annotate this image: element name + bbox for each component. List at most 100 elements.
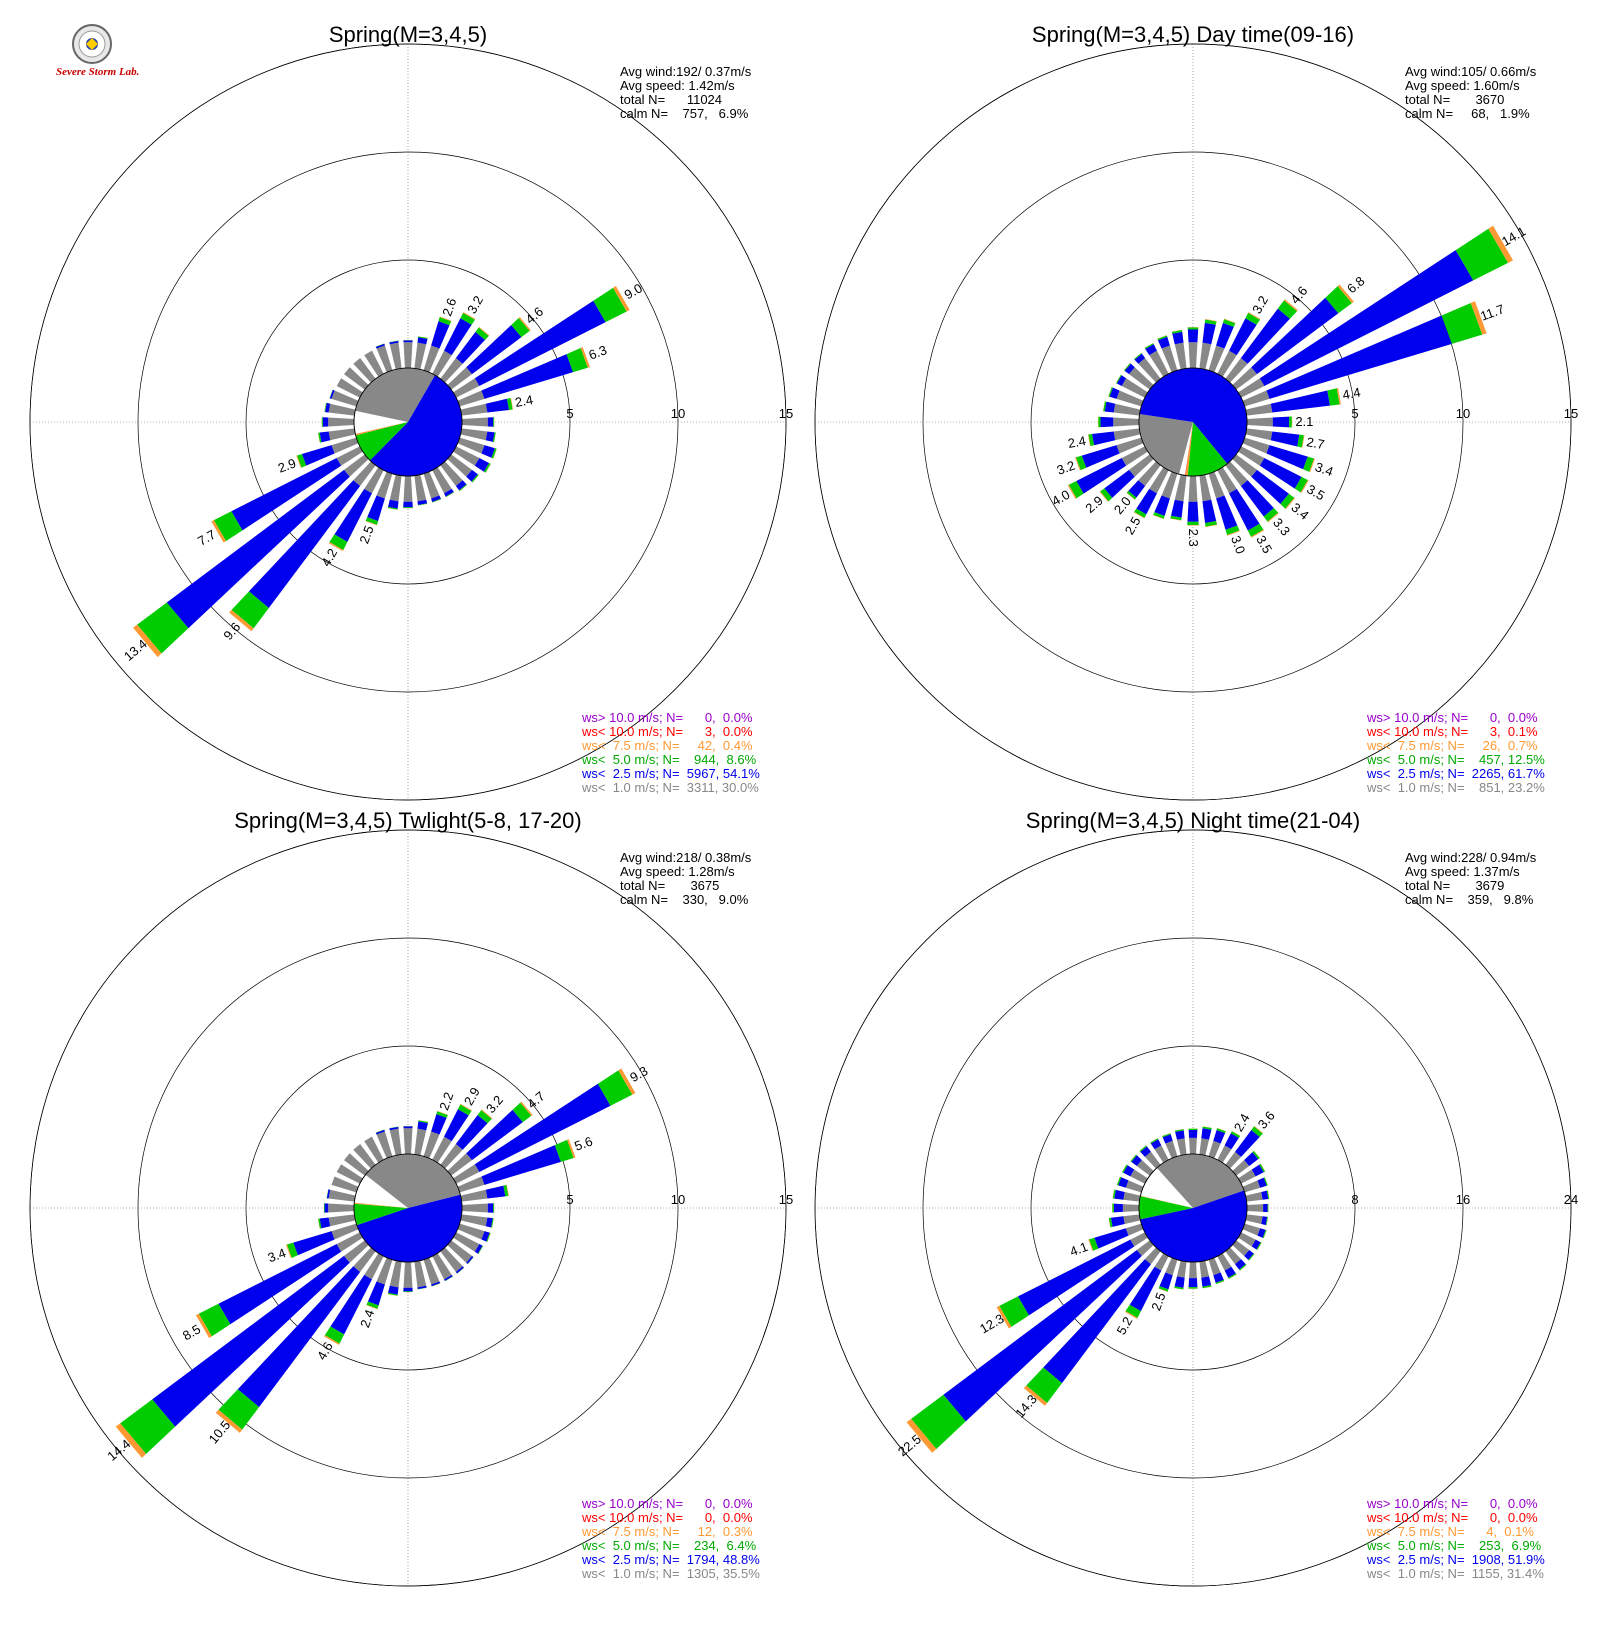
wind-bar-segment	[336, 1232, 363, 1252]
wind-bar-segment	[1245, 428, 1273, 441]
mean-wind-sector	[1187, 422, 1228, 476]
logo-wordmark: Severe Storm Lab.	[56, 66, 139, 78]
wind-bar-segment	[414, 474, 427, 502]
wind-bar-segment	[1264, 1177, 1268, 1186]
wind-bar-segment	[1239, 1264, 1247, 1271]
wind-bar-segment	[229, 609, 254, 632]
wind-bar-segment	[1205, 521, 1218, 527]
wind-bar-segment	[403, 1287, 413, 1292]
wind-bar-segment	[1242, 1223, 1261, 1236]
wind-bar-segment	[329, 389, 335, 399]
wind-bar-segment	[463, 312, 476, 320]
wind-bar-segment	[328, 1189, 356, 1202]
wind-bar-segment	[1110, 1216, 1125, 1227]
wind-bar-segment	[1104, 469, 1135, 498]
wind-bar-segment	[418, 1120, 429, 1122]
wind-bar-segment	[455, 480, 467, 491]
wind-bar-segment	[457, 437, 485, 454]
wind-bar-segment	[1128, 480, 1146, 498]
bar-value-label: 2.9	[461, 1085, 483, 1108]
bar-value-label: 4.0	[1049, 487, 1072, 509]
wind-bar-segment	[1208, 345, 1225, 373]
wind-bar-segment	[1187, 501, 1199, 522]
wind-bar-segment	[331, 390, 359, 407]
calm-disk-outline	[1138, 1153, 1248, 1263]
wind-bar-segment	[566, 347, 588, 373]
wind-bar-segment	[1150, 1138, 1158, 1143]
legend-entry: ws< 2.5 m/s; N= 1908, 51.9%	[1366, 1552, 1545, 1567]
wind-bar-segment	[325, 402, 331, 413]
bar-value-label: 4.6	[523, 304, 546, 327]
wind-bar-segment	[1162, 1134, 1173, 1144]
wind-bar-segment	[1154, 1145, 1169, 1163]
wind-bar-segment	[461, 1203, 488, 1213]
wind-bar-segment	[326, 1189, 329, 1199]
wind-bar-segment	[403, 501, 413, 508]
wind-bar-segment	[417, 503, 428, 506]
wind-bar-segment	[1129, 454, 1154, 477]
wind-bar-segment	[387, 1294, 398, 1296]
bar-value-label: 5.6	[572, 1133, 594, 1153]
wind-bar-segment	[474, 1244, 483, 1254]
wind-bar-segment	[520, 1101, 533, 1116]
wind-bar-segment	[437, 1110, 448, 1116]
wind-bar-segment	[375, 1129, 385, 1133]
bar-value-label: 4.4	[1341, 385, 1361, 403]
wind-bar-segment	[318, 1218, 322, 1229]
wind-bar-segment	[375, 343, 385, 347]
wind-bar-segment	[1075, 457, 1081, 471]
wind-bar-segment	[460, 1214, 488, 1227]
wind-bar-segment	[461, 417, 488, 427]
wind-bar-segment	[593, 287, 627, 323]
wind-bar-segment	[328, 1214, 356, 1227]
wind-bar-segment	[1260, 1163, 1266, 1172]
wind-bar-segment	[329, 389, 333, 399]
bar-value-label: 3.5	[1304, 481, 1327, 503]
legend-entry: ws< 10.0 m/s; N= 0, 0.0%	[1366, 1510, 1538, 1525]
wind-bar-segment	[485, 398, 509, 413]
mean-wind-sector	[354, 1203, 408, 1226]
wind-bar-segment	[1238, 446, 1265, 466]
wind-bar-segment	[1202, 1286, 1212, 1289]
wind-bar-segment	[1157, 335, 1168, 341]
wind-bar-segment	[1244, 1152, 1259, 1166]
wind-bar-segment	[1251, 469, 1289, 505]
wind-bar-segment	[1265, 1216, 1268, 1226]
wind-bar-segment	[353, 461, 376, 486]
wind-bar-segment	[1102, 401, 1105, 412]
stat-line: Avg wind:228/ 0.94m/s	[1405, 850, 1537, 865]
wind-bar-segment	[231, 458, 342, 531]
wind-bar-segment	[417, 503, 428, 506]
bar-value-label: 2.0	[1111, 494, 1134, 517]
wind-bar-segment	[1098, 416, 1101, 428]
wind-bar-segment	[237, 1266, 361, 1408]
wind-bar-segment	[432, 467, 452, 494]
wind-bar-segment	[1081, 445, 1120, 468]
wind-bar-segment	[388, 1285, 399, 1295]
wind-bar-segment	[1242, 390, 1270, 407]
wind-bar-segment	[215, 1409, 243, 1433]
wind-bar-segment	[1297, 434, 1304, 448]
wind-bar-segment	[1159, 1272, 1173, 1290]
wind-bar-segment	[132, 624, 162, 658]
bar-value-label: 3.5	[1253, 533, 1275, 556]
wind-bar-segment	[1245, 403, 1273, 416]
wind-bar-segment	[1251, 297, 1339, 375]
wind-bar-segment	[478, 326, 490, 336]
wind-bar-segment	[389, 340, 399, 343]
wind-bar-segment	[1202, 1126, 1212, 1129]
wind-bar-segment	[1150, 1138, 1159, 1144]
wind-bar-segment	[211, 520, 226, 543]
wind-bar-segment	[1309, 458, 1316, 473]
wind-bar-segment	[1170, 518, 1182, 521]
wind-rose-panel-2: 5 10 153.2 4.6 6.814.111.74.42.12.73.43.53.4…	[814, 22, 1578, 801]
wind-bar-segment	[417, 337, 428, 345]
wind-bar-segment	[1176, 1260, 1187, 1278]
wind-bar-segment	[1217, 1253, 1232, 1271]
wind-bar-segment	[366, 1304, 378, 1310]
wind-bar-segment	[1108, 1217, 1113, 1228]
wind-bar-segment	[376, 1257, 393, 1285]
wind-bar-segment	[389, 1126, 399, 1131]
wind-bar-segment	[1113, 417, 1140, 427]
wind-bar-segment	[1455, 228, 1509, 281]
